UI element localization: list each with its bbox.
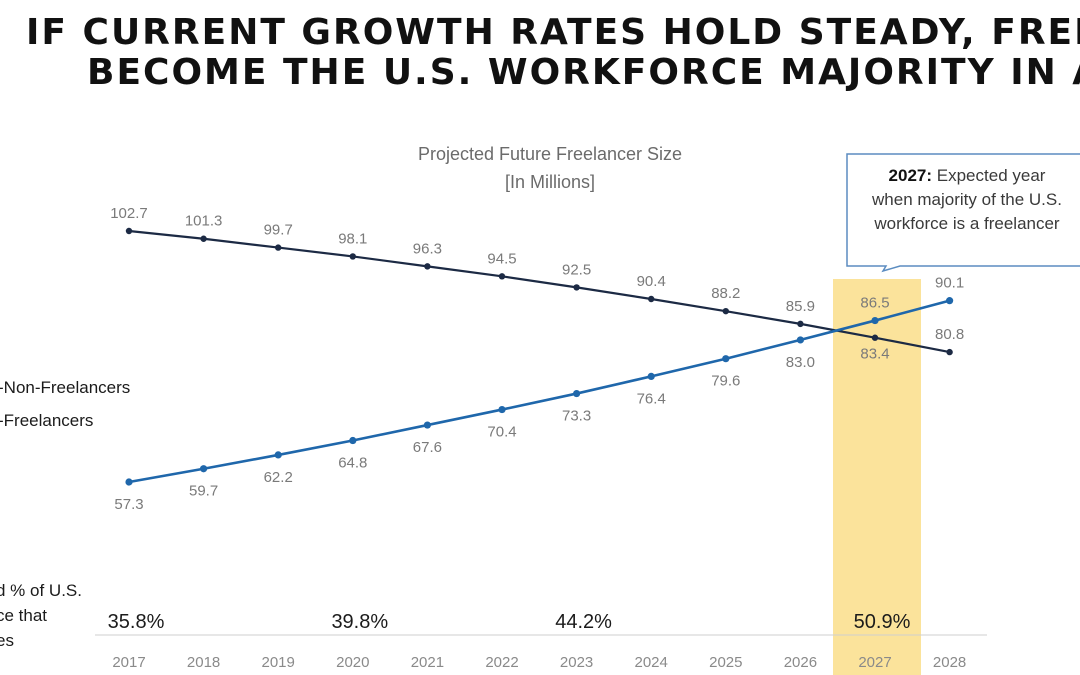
percent-row-label: d % of U.S. ce that es (0, 578, 82, 653)
data-label-freelancers: 83.0 (786, 354, 815, 371)
data-label-non-freelancers: 101.3 (185, 213, 223, 230)
percent-value: 50.9% (854, 611, 911, 633)
data-label-freelancers: 59.7 (189, 483, 218, 500)
data-label-freelancers: 57.3 (114, 496, 143, 513)
data-label-non-freelancers: 83.4 (860, 346, 889, 363)
headline-line-2: BECOME THE U.S. WORKFORCE MAJORITY IN A … (87, 52, 1080, 93)
data-point-freelancers (946, 297, 954, 305)
series-line-non-freelancers (128, 229, 950, 354)
data-point-non-freelancers (648, 295, 655, 303)
data-point-freelancers (573, 389, 581, 398)
x-tick-label: 2027 (858, 654, 891, 671)
data-label-non-freelancers: 92.5 (562, 261, 591, 278)
data-label-non-freelancers: 88.2 (711, 285, 740, 302)
series-line-freelancers (128, 299, 950, 484)
data-label-freelancers: 67.6 (413, 439, 442, 456)
x-tick-label: 2019 (262, 654, 295, 671)
highlight-band (833, 279, 921, 675)
data-label-freelancers: 90.1 (935, 275, 964, 292)
data-label-non-freelancers: 94.5 (487, 250, 516, 267)
data-point-non-freelancers (200, 235, 207, 242)
x-tick-label: 2021 (411, 654, 444, 671)
data-label-non-freelancers: 102.7 (110, 205, 148, 222)
x-tick-label: 2026 (784, 654, 817, 671)
x-tick-label: 2023 (560, 654, 593, 671)
data-point-freelancers (274, 451, 282, 459)
data-point-non-freelancers (871, 334, 879, 341)
data-label-non-freelancers: 90.4 (637, 273, 666, 290)
data-label-freelancers: 76.4 (637, 390, 666, 407)
data-point-non-freelancers (498, 273, 506, 280)
x-tick-label: 2018 (187, 654, 220, 671)
x-tick-label: 2020 (336, 654, 369, 671)
data-label-non-freelancers: 85.9 (786, 298, 815, 315)
data-point-freelancers (871, 316, 879, 325)
callout-year: 2027: (888, 166, 933, 185)
data-point-non-freelancers (349, 253, 356, 260)
x-tick-label: 2022 (485, 654, 518, 671)
callout-line-3: workforce is a freelancer (874, 214, 1060, 233)
data-point-freelancers (125, 478, 133, 486)
data-point-freelancers (722, 355, 730, 363)
data-point-non-freelancers (797, 320, 804, 328)
data-label-non-freelancers: 98.1 (338, 230, 367, 247)
data-point-freelancers (200, 465, 208, 473)
callout-line-2: when majority of the U.S. (872, 190, 1062, 209)
x-tick-label: 2028 (933, 654, 966, 671)
callout-border (846, 153, 1080, 273)
callout-text: 2027: Expected year when majority of the… (847, 164, 1080, 236)
data-label-freelancers: 79.6 (711, 373, 740, 390)
x-tick-label: 2017 (112, 654, 145, 671)
legend-freelancers: -Freelancers (0, 411, 94, 430)
percent-row-label-line-3: es (0, 631, 14, 650)
percent-value: 39.8% (331, 611, 388, 633)
data-point-freelancers (498, 405, 506, 414)
callout-box: 2027: Expected year when majority of the… (847, 154, 1080, 266)
percent-value: 44.2% (555, 611, 612, 633)
headline-line-1: IF CURRENT GROWTH RATES HOLD STEADY, FRE… (26, 12, 1080, 53)
data-point-non-freelancers (946, 348, 953, 356)
data-point-non-freelancers (424, 263, 431, 270)
x-tick-label: 2024 (635, 654, 668, 671)
percent-row-label-line-1: d % of U.S. (0, 581, 82, 600)
data-point-freelancers (349, 436, 357, 445)
data-point-freelancers (796, 336, 805, 344)
callout-line-1: Expected year (936, 166, 1046, 185)
percent-row-label-line-2: ce that (0, 606, 48, 625)
chart-title: Projected Future Freelancer Size (418, 144, 682, 164)
data-point-freelancers (647, 372, 655, 381)
data-label-freelancers: 73.3 (562, 408, 591, 425)
chart-subtitle: [In Millions] (505, 172, 595, 192)
data-label-non-freelancers: 96.3 (413, 240, 442, 257)
data-label-freelancers: 86.5 (860, 295, 889, 312)
legend-non-freelancers: -Non-Freelancers (0, 378, 131, 397)
data-point-freelancers (423, 421, 431, 429)
data-point-non-freelancers (573, 284, 580, 291)
data-label-non-freelancers: 80.8 (935, 326, 964, 343)
x-tick-label: 2025 (709, 654, 742, 671)
data-label-non-freelancers: 99.7 (264, 222, 293, 239)
headline: IF CURRENT GROWTH RATES HOLD STEADY, FRE… (0, 0, 1080, 100)
data-point-non-freelancers (275, 244, 282, 251)
data-label-freelancers: 70.4 (487, 424, 516, 441)
data-label-freelancers: 64.8 (338, 455, 367, 472)
data-point-non-freelancers (125, 227, 133, 235)
percent-value: 35.8% (108, 611, 165, 633)
data-point-non-freelancers (722, 307, 729, 315)
data-label-freelancers: 62.2 (264, 469, 293, 486)
